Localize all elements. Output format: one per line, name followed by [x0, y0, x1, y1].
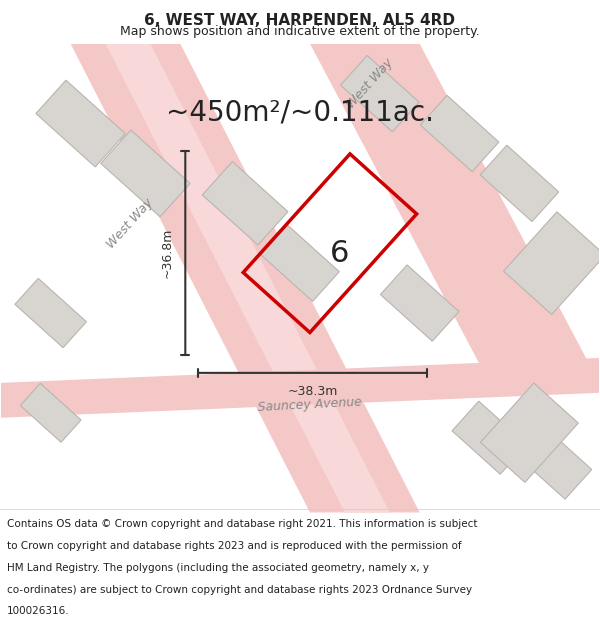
- Text: 6: 6: [330, 239, 350, 268]
- Polygon shape: [480, 145, 559, 221]
- Text: West Way: West Way: [105, 196, 156, 251]
- Text: ~450m²/~0.111ac.: ~450m²/~0.111ac.: [166, 99, 434, 127]
- Polygon shape: [261, 225, 339, 301]
- Polygon shape: [20, 383, 81, 442]
- Polygon shape: [106, 44, 390, 512]
- Text: ~36.8m: ~36.8m: [160, 228, 173, 278]
- Polygon shape: [380, 265, 459, 341]
- Polygon shape: [420, 96, 499, 172]
- Text: to Crown copyright and database rights 2023 and is reproduced with the permissio: to Crown copyright and database rights 2…: [7, 541, 462, 551]
- Text: HM Land Registry. The polygons (including the associated geometry, namely x, y: HM Land Registry. The polygons (includin…: [7, 562, 429, 572]
- Text: Contains OS data © Crown copyright and database right 2021. This information is : Contains OS data © Crown copyright and d…: [7, 519, 478, 529]
- Polygon shape: [481, 383, 578, 482]
- Text: Map shows position and indicative extent of the property.: Map shows position and indicative extent…: [120, 26, 480, 39]
- Polygon shape: [310, 44, 599, 383]
- Polygon shape: [71, 44, 419, 512]
- Text: West Way: West Way: [344, 56, 395, 111]
- Polygon shape: [101, 130, 190, 217]
- Polygon shape: [15, 278, 86, 348]
- Polygon shape: [36, 80, 125, 167]
- Polygon shape: [503, 212, 600, 314]
- Text: co-ordinates) are subject to Crown copyright and database rights 2023 Ordnance S: co-ordinates) are subject to Crown copyr…: [7, 584, 472, 594]
- Polygon shape: [452, 401, 527, 474]
- Polygon shape: [340, 56, 419, 132]
- Text: Sauncey Avenue: Sauncey Avenue: [257, 396, 362, 414]
- Text: 100026316.: 100026316.: [7, 606, 70, 616]
- Polygon shape: [202, 162, 288, 245]
- Text: 6, WEST WAY, HARPENDEN, AL5 4RD: 6, WEST WAY, HARPENDEN, AL5 4RD: [145, 13, 455, 28]
- Polygon shape: [517, 426, 592, 499]
- Text: ~38.3m: ~38.3m: [287, 385, 338, 398]
- Polygon shape: [1, 358, 599, 418]
